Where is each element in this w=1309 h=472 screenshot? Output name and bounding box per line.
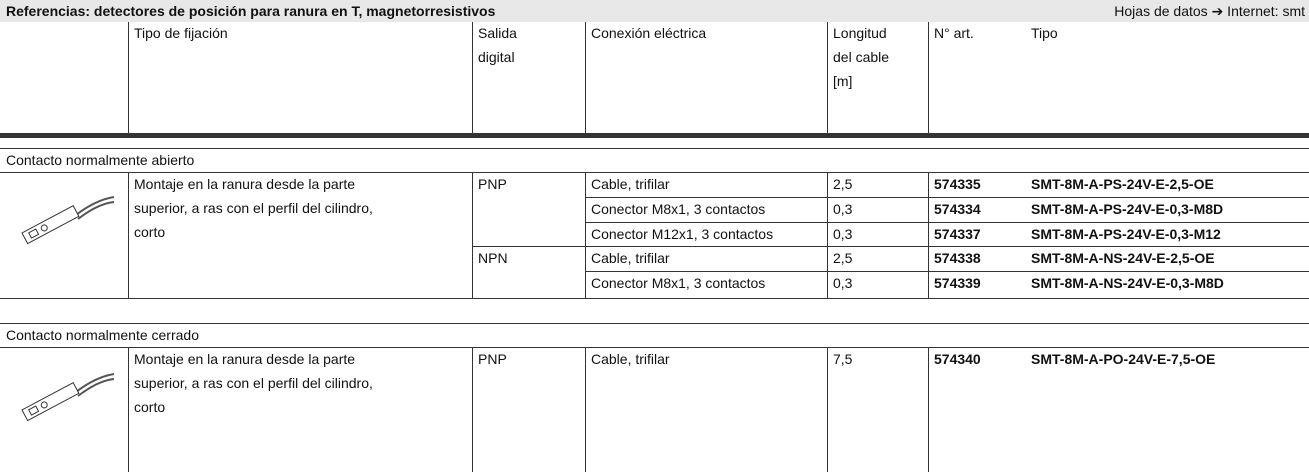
column-header: Tipo de fijación: [134, 25, 228, 41]
article-number: 574339: [934, 275, 981, 292]
article-number: 574340: [934, 351, 981, 367]
column-header: Salida digital: [478, 25, 517, 65]
column-header: Conexión eléctrica: [591, 25, 707, 41]
article-number: 574337: [934, 225, 981, 242]
cable-length: 0,3: [833, 200, 853, 217]
column-header: Longitud del cable [m]: [833, 25, 890, 89]
rule: [472, 172, 473, 298]
connection: Conector M8x1, 3 contactos: [591, 200, 766, 217]
connection: Conector M12x1, 3 contactos: [591, 225, 774, 242]
digital-output: PNP: [478, 176, 507, 192]
title: Referencias: detectores de posición para…: [6, 3, 496, 19]
connection: Conector M8x1, 3 contactos: [591, 275, 766, 292]
connection: Cable, trifilar: [591, 176, 670, 192]
rule: [585, 196, 1309, 198]
cable-length: 2,5: [833, 176, 853, 192]
rule: [472, 22, 473, 134]
type-code: SMT-8M-A-PS-24V-E-0,3-M12: [1031, 225, 1221, 242]
article-number: 574334: [934, 200, 981, 217]
mounting-type: Montaje en la ranura desde la parte supe…: [134, 176, 373, 240]
connection: Cable, trifilar: [591, 250, 670, 267]
digital-output: PNP: [478, 351, 507, 367]
rule: [928, 172, 929, 298]
connection: Cable, trifilar: [591, 351, 670, 367]
rule: [585, 172, 586, 298]
rule: [0, 323, 1309, 324]
rule: [585, 22, 586, 134]
section-title: Contacto normalmente abierto: [6, 152, 195, 168]
type-code: SMT-8M-A-NS-24V-E-0,3-M8D: [1031, 275, 1224, 292]
article-number: 574335: [934, 176, 981, 192]
rule: [585, 271, 1309, 273]
rule: [827, 172, 828, 298]
rule: [0, 172, 1309, 173]
rule: [0, 298, 1309, 299]
cable-length: 2,5: [833, 250, 853, 267]
rule: [128, 172, 129, 298]
rule: [585, 347, 586, 472]
rule: [0, 133, 1309, 138]
rule: [928, 22, 929, 134]
rule: [128, 347, 129, 472]
section-title: Contacto normalmente cerrado: [6, 327, 199, 343]
rule: [827, 347, 828, 472]
rule: [827, 22, 828, 134]
rule: [472, 246, 1309, 248]
rule: [928, 347, 929, 472]
mounting-type: Montaje en la ranura desde la parte supe…: [134, 351, 373, 415]
sensor-icon: [21, 373, 114, 422]
type-code: SMT-8M-A-NS-24V-E-2,5-OE: [1031, 250, 1215, 267]
rule: [472, 347, 473, 472]
cable-length: 0,3: [833, 275, 853, 292]
type-code: SMT-8M-A-PO-24V-E-7,5-OE: [1031, 351, 1216, 367]
title-bar: [0, 0, 1309, 22]
type-code: SMT-8M-A-PS-24V-E-0,3-M8D: [1031, 200, 1224, 217]
column-header: Tipo: [1031, 25, 1058, 41]
rule: [585, 221, 1309, 223]
rule: [0, 347, 1309, 348]
cable-length: 0,3: [833, 225, 853, 242]
rule: [0, 148, 1309, 149]
article-number: 574338: [934, 250, 981, 267]
column-header: N° art.: [934, 25, 974, 41]
sensor-icon: [21, 196, 114, 245]
cable-length: 7,5: [833, 351, 853, 367]
rule: [128, 22, 129, 134]
type-code: SMT-8M-A-PS-24V-E-2,5-OE: [1031, 176, 1214, 192]
note: Hojas de datos ➔ Internet: smt: [1114, 3, 1305, 19]
digital-output: NPN: [478, 250, 508, 267]
